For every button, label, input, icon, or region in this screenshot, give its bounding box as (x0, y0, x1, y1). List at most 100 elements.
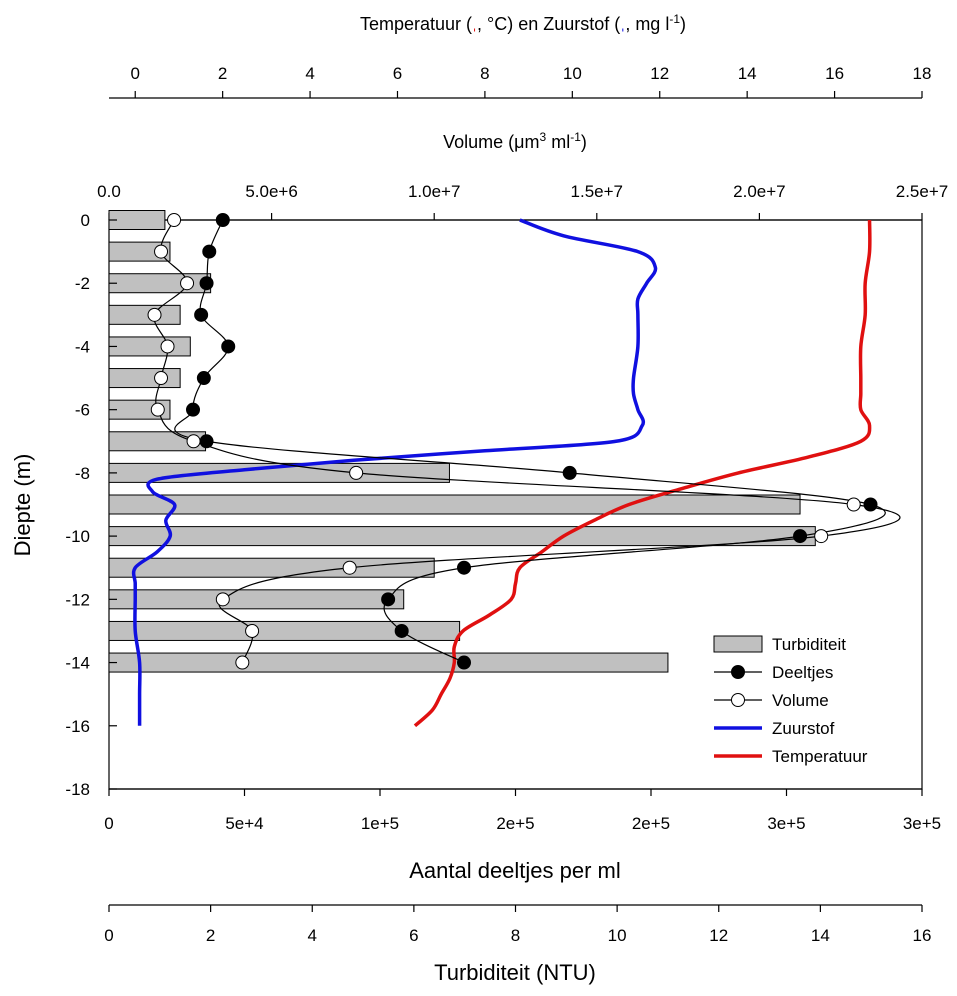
legend-marker (731, 665, 745, 679)
deeltjes-point (457, 560, 472, 575)
turbidity-axis-title: Turbiditeit (NTU) (434, 960, 596, 985)
turbidity-axis-tick-label: 8 (511, 926, 520, 945)
volume-axis-title: Volume (μm3 ml-1) (443, 130, 587, 152)
volume-point (150, 402, 165, 417)
turbidity-axis-tick-label: 0 (104, 926, 113, 945)
depth-tick-label: -12 (65, 590, 90, 609)
legend-label: Deeltjes (772, 663, 833, 682)
depth-tick-label: -8 (75, 464, 90, 483)
deeltjes-point (381, 592, 396, 607)
bottom-axis-tick-label: 5e+4 (225, 814, 263, 833)
turbidity-bar (108, 304, 181, 325)
volume-point (160, 339, 175, 354)
top-axis-tick-label: 10 (563, 64, 582, 83)
turbidity-bar (108, 368, 181, 389)
depth-tick-label: 0 (81, 211, 90, 230)
deeltjes-point (194, 307, 209, 322)
top-axis-tick-label: 2 (218, 64, 227, 83)
turbidity-bar (108, 589, 405, 610)
top-axis-title-part3: , mg l (625, 14, 669, 34)
volume-point (154, 371, 169, 386)
deeltjes-point (457, 655, 472, 670)
turbidity-axis-tick-label: 4 (308, 926, 317, 945)
deeltjes-point (221, 339, 236, 354)
legend-label: Temperatuur (772, 747, 868, 766)
deeltjes-point (863, 497, 878, 512)
legend-swatch (713, 635, 763, 653)
depth-axis: 0 -2 -4 -6 -8 -10 -12 -14 -16 -18 (65, 211, 117, 799)
turbidity-axis-tick-label: 12 (709, 926, 728, 945)
depth-tick-label: -2 (75, 274, 90, 293)
depth-tick-label: -4 (75, 337, 90, 356)
legend-marker (731, 693, 745, 707)
volume-point (154, 244, 169, 259)
turbidity-bar (108, 241, 171, 262)
turbidity-bar (108, 210, 166, 230)
top-axis-tick-label: 14 (738, 64, 757, 83)
volume-point (215, 592, 230, 607)
volume-point (349, 465, 364, 480)
legend-label: Volume (772, 691, 829, 710)
top-axis-title: Temperatuur ( , °C) en Zuurstof ( , mg l… (360, 12, 686, 34)
top-axis-tick-label: 12 (650, 64, 669, 83)
volume-point (245, 623, 260, 638)
deeltjes-point (196, 371, 211, 386)
turbidity-axis-tick-label: 14 (811, 926, 830, 945)
volume-point (186, 434, 201, 449)
top-axis-title-part1: Temperatuur ( (360, 14, 472, 34)
turbidity-axis-tick-label: 16 (913, 926, 932, 945)
volume-point (180, 276, 195, 291)
deeltjes-point (215, 213, 230, 227)
volume-axis-tick-label: 1.0e+7 (408, 182, 460, 201)
volume-point (147, 307, 162, 322)
turbidity-bar (108, 557, 435, 578)
bottom-axis-tick-label: 2e+5 (632, 814, 670, 833)
deeltjes-point (186, 402, 201, 417)
depth-axis-title: Diepte (m) (10, 454, 35, 557)
depth-tick-label: -6 (75, 401, 90, 420)
turbidity-bar (108, 336, 191, 357)
deeltjes-point (199, 434, 214, 449)
volume-axis-tick-label: 5.0e+6 (245, 182, 297, 201)
bottom-axis-tick-label: 3e+5 (767, 814, 805, 833)
top-axis-tick-label: 18 (913, 64, 932, 83)
turbidity-bar (108, 273, 212, 294)
volume-axis-tick-label: 2.5e+7 (896, 182, 948, 201)
legend-label: Turbiditeit (772, 635, 846, 654)
deeltjes-point (202, 244, 217, 259)
bottom-axis-tick-label: 1e+5 (361, 814, 399, 833)
volume-point (846, 497, 861, 512)
top-axis-title-part2: , °C) en Zuurstof ( (477, 14, 620, 34)
top-axis-tick-label: 6 (393, 64, 402, 83)
volume-point (167, 213, 182, 227)
turbidity-bar (108, 526, 816, 547)
temperatuur-line (413, 219, 872, 728)
legend-label: Zuurstof (772, 719, 835, 738)
top-axis-title-part4: ) (680, 14, 686, 34)
legend: Turbiditeit Deeltjes Volume Zuurstof Tempera… (713, 635, 868, 766)
top-axis-tick-label: 16 (825, 64, 844, 83)
top-axis-tick-label: 8 (480, 64, 489, 83)
zuurstof-line (131, 218, 658, 726)
depth-tick-label: -10 (65, 527, 90, 546)
turbidity-bar (108, 652, 669, 673)
volume-axis-tick-label: 2.0e+7 (733, 182, 785, 201)
bottom-axis: 0 5e+4 1e+5 2e+5 2e+5 3e+5 3e+5 (104, 788, 941, 833)
top-axis-tick-label: 4 (305, 64, 314, 83)
top-axis-tick-label: 0 (130, 64, 139, 83)
turbidity-axis-tick-label: 6 (409, 926, 418, 945)
bottom-axis-tick-label: 2e+5 (496, 814, 534, 833)
volume-axis-tick-label: 1.5e+7 (571, 182, 623, 201)
turbidity-bar (108, 620, 461, 641)
volume-point (342, 560, 357, 575)
deeltjes-point (394, 623, 409, 638)
deeltjes-point (199, 276, 214, 291)
plot-area (108, 210, 923, 790)
volume-point (814, 529, 829, 544)
volume-point (235, 655, 250, 670)
turbidity-axis-tick-label: 2 (206, 926, 215, 945)
bottom-axis-tick-label: 3e+5 (903, 814, 941, 833)
deeltjes-point (793, 529, 808, 544)
depth-tick-label: -18 (65, 780, 90, 799)
